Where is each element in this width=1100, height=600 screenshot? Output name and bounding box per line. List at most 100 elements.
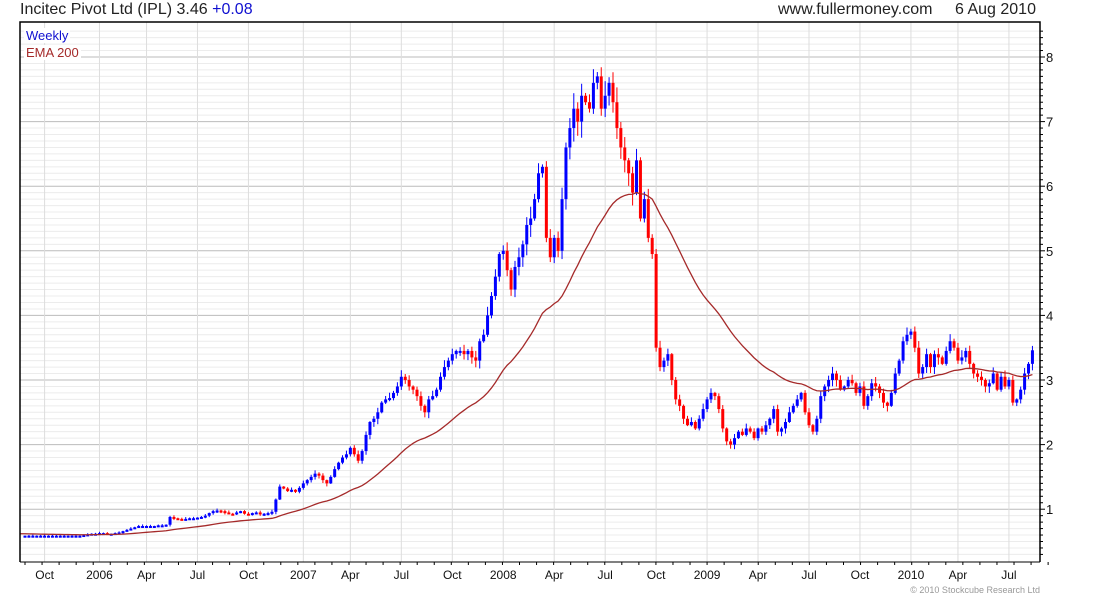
candle-body <box>356 454 360 461</box>
candle-body <box>889 392 893 406</box>
candle-body <box>521 244 525 258</box>
candle-body <box>607 82 611 96</box>
candle-body <box>987 383 991 387</box>
candle-body <box>168 516 172 525</box>
candle-body <box>470 350 474 358</box>
y-tick-label: 4 <box>1046 308 1053 323</box>
candle-body <box>764 425 768 432</box>
candle-body <box>192 518 196 521</box>
candle-body <box>670 354 674 380</box>
candle-body <box>372 418 376 422</box>
candle-body <box>446 360 450 368</box>
legend-ema: EMA 200 <box>24 45 81 60</box>
candle-body <box>474 357 478 361</box>
candle-body <box>858 386 862 393</box>
candle-body <box>811 425 815 432</box>
candle-body <box>791 405 795 413</box>
candle-body <box>462 350 466 355</box>
candle-body <box>1030 350 1034 364</box>
candle-body <box>611 82 615 103</box>
y-tick-label: 8 <box>1046 50 1053 65</box>
candle-body <box>729 441 733 445</box>
candle-body <box>493 276 497 297</box>
candle-body <box>913 331 917 348</box>
candle-body <box>599 76 603 109</box>
candle-body <box>905 334 909 342</box>
candle-body <box>709 392 713 400</box>
candle-body <box>203 515 207 518</box>
candle-body <box>697 418 701 429</box>
candle-body <box>160 525 164 528</box>
candle-body <box>297 487 301 492</box>
candle-body <box>662 360 666 368</box>
candle-body <box>725 428 729 442</box>
candle-body <box>740 431 744 435</box>
candle-body <box>415 389 419 397</box>
chart-date: 6 Aug 2010 <box>955 1 1036 18</box>
candle-body <box>552 237 556 258</box>
candle-body <box>156 525 160 528</box>
candle-body <box>235 512 239 515</box>
x-tick-label: 2008 <box>490 568 517 582</box>
candle-body <box>70 535 74 538</box>
candle-body <box>74 535 78 538</box>
candle-body <box>642 199 646 219</box>
candle-body <box>646 199 650 238</box>
candle-body <box>850 380 854 384</box>
candle-body <box>650 237 654 255</box>
candle-body <box>815 418 819 432</box>
candle-body <box>78 535 82 538</box>
candle-body <box>482 334 486 342</box>
candle-body <box>152 525 156 528</box>
y-tick-label: 3 <box>1046 373 1053 388</box>
title-text: Incitec Pivot Ltd (IPL) 3.46 <box>20 1 208 18</box>
y-tick-label: 6 <box>1046 179 1053 194</box>
candle-body <box>286 488 290 492</box>
candle-body <box>979 376 983 380</box>
candle-body <box>395 386 399 393</box>
candle-body <box>376 412 380 419</box>
candle-body <box>250 513 254 516</box>
x-tick-label: Jul <box>597 568 612 582</box>
candle-body <box>301 483 305 488</box>
x-tick-label: Apr <box>545 568 564 582</box>
candle-body <box>862 386 866 406</box>
candle-body <box>509 270 513 290</box>
candle-body <box>411 386 415 390</box>
candle-body <box>313 473 317 477</box>
candle-body <box>262 513 266 516</box>
candle-body <box>638 160 642 219</box>
candle-body <box>893 373 897 393</box>
candle-body <box>627 160 631 174</box>
candle-body <box>290 489 294 492</box>
candle-body <box>776 409 780 432</box>
candle-body <box>960 357 964 361</box>
candle-body <box>1007 380 1011 387</box>
candle-body <box>125 529 129 532</box>
candle-body <box>780 428 784 432</box>
x-tick-label: Apr <box>341 568 360 582</box>
candle-body <box>580 95 584 122</box>
candle-body <box>486 315 490 335</box>
candle-body <box>309 476 313 481</box>
candle-body <box>423 405 427 413</box>
candle-body <box>293 489 297 492</box>
candle-body <box>944 350 948 364</box>
candle-body <box>807 412 811 426</box>
candle-body <box>231 513 235 516</box>
candle-body <box>270 511 274 514</box>
candle-body <box>188 518 192 521</box>
chart-title: Incitec Pivot Ltd (IPL) 3.46 +0.08 <box>20 1 253 19</box>
candle-body <box>917 347 921 374</box>
candle-body <box>1027 363 1031 374</box>
candle-body <box>458 350 462 353</box>
candle-body <box>82 535 86 538</box>
y-tick-label: 5 <box>1046 244 1053 259</box>
candle-body <box>133 527 137 530</box>
candle-body <box>505 250 509 271</box>
candle-body <box>834 373 838 380</box>
candle-body <box>736 431 740 439</box>
y-tick-label: 1 <box>1046 502 1053 517</box>
candle-body <box>1015 399 1019 403</box>
candle-body <box>964 350 968 358</box>
